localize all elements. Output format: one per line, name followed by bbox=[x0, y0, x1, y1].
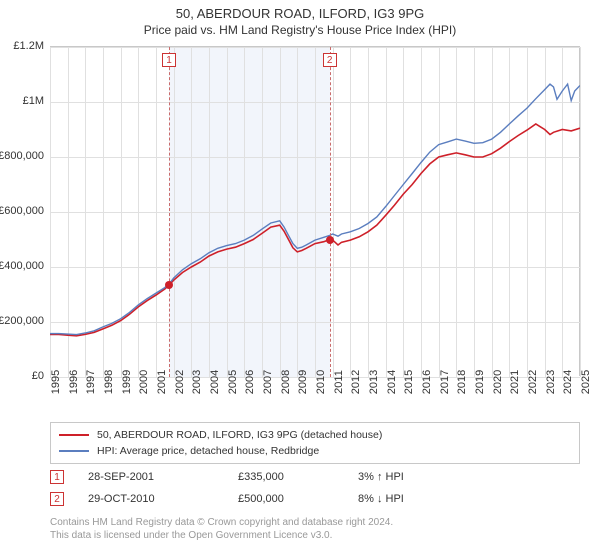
x-tick-label: 2017 bbox=[439, 370, 451, 394]
y-tick-label: £0 bbox=[32, 370, 44, 382]
sale-marker-box: 1 bbox=[162, 53, 176, 67]
x-tick-label: 2009 bbox=[297, 370, 309, 394]
x-tick-label: 2003 bbox=[191, 370, 203, 394]
series-hpi bbox=[50, 84, 580, 335]
footer-line: This data is licensed under the Open Gov… bbox=[50, 529, 580, 542]
sale-date: 29-OCT-2010 bbox=[88, 493, 238, 505]
y-tick-label: £800,000 bbox=[0, 150, 44, 162]
sale-diff: 3% ↑ HPI bbox=[358, 471, 478, 483]
x-tick-label: 2025 bbox=[580, 370, 592, 394]
x-tick-label: 2004 bbox=[209, 370, 221, 394]
x-tick-label: 2007 bbox=[262, 370, 274, 394]
sales-table: 1 28-SEP-2001 £335,000 3% ↑ HPI 2 29-OCT… bbox=[50, 466, 580, 510]
sale-diff: 8% ↓ HPI bbox=[358, 493, 478, 505]
legend-swatch bbox=[59, 434, 89, 436]
x-tick-label: 2020 bbox=[492, 370, 504, 394]
sale-price: £500,000 bbox=[238, 493, 358, 505]
sale-dot bbox=[165, 281, 173, 289]
x-tick-label: 2024 bbox=[562, 370, 574, 394]
legend-row: HPI: Average price, detached house, Redb… bbox=[59, 443, 571, 459]
sale-marker-icon: 2 bbox=[50, 492, 64, 506]
y-tick-label: £400,000 bbox=[0, 260, 44, 272]
y-tick-label: £600,000 bbox=[0, 205, 44, 217]
x-tick-label: 2018 bbox=[456, 370, 468, 394]
x-tick-label: 2019 bbox=[474, 370, 486, 394]
y-tick-label: £200,000 bbox=[0, 315, 44, 327]
x-tick-label: 2001 bbox=[156, 370, 168, 394]
x-tick-label: 1995 bbox=[50, 370, 62, 394]
sale-date: 28-SEP-2001 bbox=[88, 471, 238, 483]
series-price_paid bbox=[50, 124, 580, 336]
x-tick-label: 2021 bbox=[509, 370, 521, 394]
x-tick-label: 1997 bbox=[85, 370, 97, 394]
x-tick-label: 2008 bbox=[280, 370, 292, 394]
legend-label: 50, ABERDOUR ROAD, ILFORD, IG3 9PG (deta… bbox=[97, 429, 382, 441]
x-tick-label: 2022 bbox=[527, 370, 539, 394]
x-tick-label: 2000 bbox=[138, 370, 150, 394]
x-tick-label: 2006 bbox=[244, 370, 256, 394]
footer-line: Contains HM Land Registry data © Crown c… bbox=[50, 516, 580, 529]
legend-swatch bbox=[59, 450, 89, 452]
page: 50, ABERDOUR ROAD, ILFORD, IG3 9PG Price… bbox=[0, 0, 600, 560]
legend-row: 50, ABERDOUR ROAD, ILFORD, IG3 9PG (deta… bbox=[59, 427, 571, 443]
gridline-v bbox=[580, 47, 581, 377]
sale-marker-line bbox=[330, 47, 331, 377]
x-tick-label: 1999 bbox=[121, 370, 133, 394]
legend-label: HPI: Average price, detached house, Redb… bbox=[97, 445, 319, 457]
x-tick-label: 2012 bbox=[350, 370, 362, 394]
sale-price: £335,000 bbox=[238, 471, 358, 483]
legend: 50, ABERDOUR ROAD, ILFORD, IG3 9PG (deta… bbox=[50, 422, 580, 464]
footer: Contains HM Land Registry data © Crown c… bbox=[50, 516, 580, 542]
x-tick-label: 2015 bbox=[403, 370, 415, 394]
y-tick-label: £1M bbox=[23, 95, 44, 107]
title-address: 50, ABERDOUR ROAD, ILFORD, IG3 9PG bbox=[0, 6, 600, 21]
plot-area: 12 bbox=[50, 46, 580, 376]
x-tick-label: 2016 bbox=[421, 370, 433, 394]
x-tick-label: 2002 bbox=[174, 370, 186, 394]
series-lines bbox=[50, 47, 580, 377]
x-tick-label: 2023 bbox=[545, 370, 557, 394]
y-tick-label: £1.2M bbox=[13, 40, 44, 52]
x-tick-label: 2014 bbox=[386, 370, 398, 394]
title-subtitle: Price paid vs. HM Land Registry's House … bbox=[0, 23, 600, 37]
sale-dot bbox=[326, 236, 334, 244]
chart: 12 £0£200,000£400,000£600,000£800,000£1M… bbox=[50, 46, 580, 376]
title-block: 50, ABERDOUR ROAD, ILFORD, IG3 9PG Price… bbox=[0, 0, 600, 37]
sales-row: 2 29-OCT-2010 £500,000 8% ↓ HPI bbox=[50, 488, 580, 510]
sale-marker-icon: 1 bbox=[50, 470, 64, 484]
x-tick-label: 2010 bbox=[315, 370, 327, 394]
x-tick-label: 1998 bbox=[103, 370, 115, 394]
x-tick-label: 2005 bbox=[227, 370, 239, 394]
x-tick-label: 2011 bbox=[333, 370, 345, 394]
x-tick-label: 1996 bbox=[68, 370, 80, 394]
sale-marker-box: 2 bbox=[323, 53, 337, 67]
sales-row: 1 28-SEP-2001 £335,000 3% ↑ HPI bbox=[50, 466, 580, 488]
sale-marker-line bbox=[169, 47, 170, 377]
x-tick-label: 2013 bbox=[368, 370, 380, 394]
